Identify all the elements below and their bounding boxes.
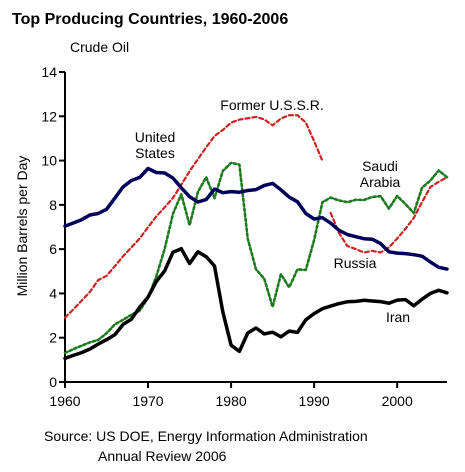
source-line-1: Source: US DOE, Energy Information Admin… (44, 428, 368, 444)
series-label-line: Iran (386, 309, 410, 325)
series-label-saudi-arabia: Saudi Arabia (360, 158, 401, 190)
x-tick-label: 2000 (382, 393, 413, 409)
series-label-former-u-s-s-r: Former U.S.S.R. (220, 97, 323, 113)
series-label-line: Saudi (362, 158, 398, 174)
y-tick-label: 4 (49, 285, 57, 301)
series-line-iran (63, 246, 449, 361)
y-tick-label: 10 (41, 153, 57, 169)
series-line-russia (329, 176, 449, 254)
series-label-russia: Russia (334, 255, 377, 271)
x-tick-label: 1970 (132, 393, 163, 409)
x-tick-label: 1960 (49, 393, 80, 409)
y-tick-label: 12 (41, 108, 57, 124)
y-tick-label: 2 (49, 330, 57, 346)
y-tick-label: 0 (49, 374, 57, 390)
x-tick-label: 1990 (299, 393, 330, 409)
y-tick-label: 6 (49, 241, 57, 257)
series-line-united-states (63, 166, 449, 271)
series-label-line: States (135, 145, 175, 161)
series-line-former-u-s-s-r (63, 114, 324, 319)
y-tick-label: 8 (49, 197, 57, 213)
series-label-line: United (135, 129, 175, 145)
source-line-2: Annual Review 2006 (98, 448, 227, 464)
series-label-iran: Iran (386, 309, 410, 325)
chart-title: Top Producing Countries, 1960-2006 (12, 11, 288, 28)
y-axis-label: Million Barrels per Day (14, 156, 30, 297)
x-tick-label: 1980 (216, 393, 247, 409)
chart-subtitle: Crude Oil (70, 39, 129, 55)
series-label-line: Russia (334, 255, 377, 271)
series-label-united-states: United States (135, 129, 175, 161)
y-tick-label: 14 (41, 64, 57, 80)
series-label-line: Former U.S.S.R. (220, 97, 323, 113)
series-line-saudi-arabia (63, 161, 449, 355)
series-label-line: Arabia (360, 174, 401, 190)
